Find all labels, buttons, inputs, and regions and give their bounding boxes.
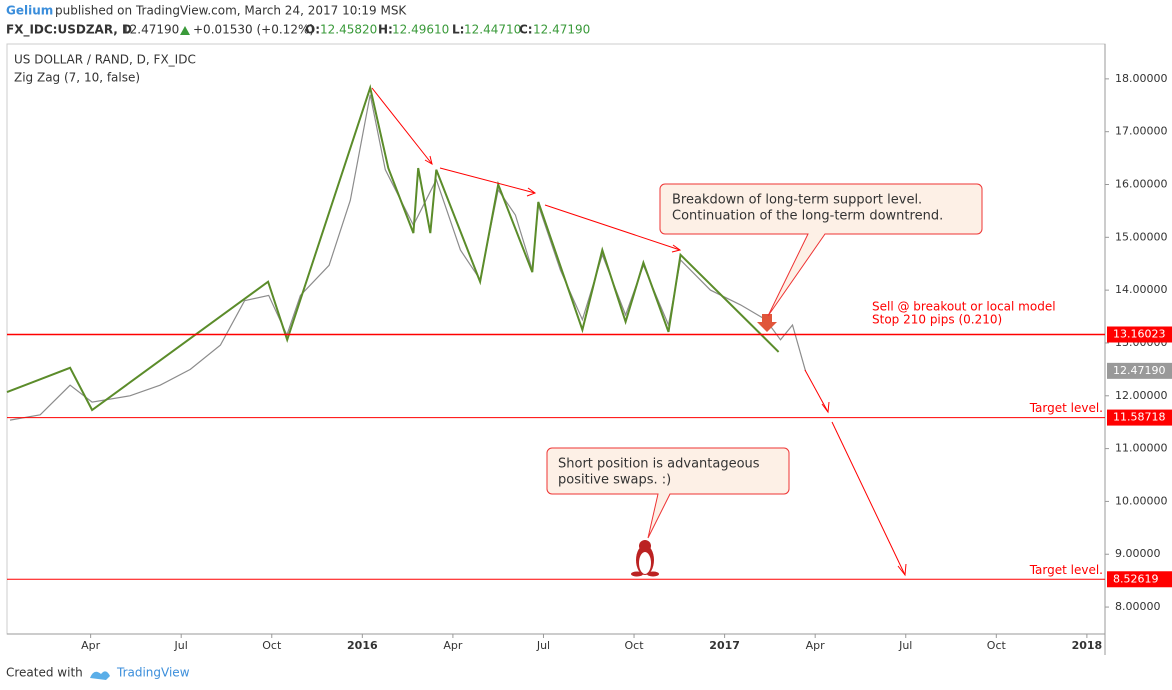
- y-tick-label: 18.00000: [1115, 72, 1168, 85]
- callout-box: [659, 183, 983, 317]
- y-tick-label: 10.00000: [1115, 494, 1168, 507]
- level-tag: [1107, 409, 1172, 426]
- y-tick-label: 16.00000: [1115, 178, 1168, 191]
- level-note: Target level.: [1029, 401, 1103, 415]
- brand[interactable]: TradingView: [116, 666, 190, 680]
- x-tick-label: Apr: [81, 639, 101, 652]
- level-note: Target level.: [1029, 563, 1103, 577]
- level-label: 8.52619: [1113, 572, 1159, 585]
- y-tick-label: 17.00000: [1115, 125, 1168, 138]
- x-tick-label: Oct: [987, 639, 1007, 652]
- x-tick-label: Jul: [174, 639, 188, 652]
- y-tick-label: 14.00000: [1115, 283, 1168, 296]
- change: +0.01530 (+0.12%): [193, 23, 314, 37]
- created-with: Created with: [6, 666, 83, 680]
- y-tick-label: 15.00000: [1115, 230, 1168, 243]
- callout-text: Continuation of the long-term downtrend.: [672, 209, 943, 224]
- sell-note: Sell @ breakout or local model: [872, 300, 1056, 314]
- tv-logo[interactable]: [90, 671, 110, 680]
- last-price-label: 12.47190: [1113, 364, 1166, 377]
- x-tick-label: Apr: [443, 639, 463, 652]
- open-label: O:: [305, 23, 320, 37]
- y-tick-label: 11.00000: [1115, 442, 1168, 455]
- symbol: FX_IDC:USDZAR, D: [6, 23, 132, 38]
- callout-text: Short position is advantageous: [558, 457, 760, 472]
- zigzag-line: [6, 84, 780, 412]
- x-tick-label: Jul: [536, 639, 550, 652]
- penguin-icon: [631, 540, 659, 577]
- high: 12.49610: [392, 23, 449, 37]
- trend-arrows: [371, 87, 907, 577]
- x-tick-label: Apr: [806, 639, 826, 652]
- x-tick-label: 2018: [1072, 639, 1103, 652]
- x-tick-label: Jul: [898, 639, 912, 652]
- published: published on TradingView.com, March 24, …: [55, 4, 407, 18]
- author[interactable]: Gelium: [6, 4, 53, 18]
- chart-subtitle: Zig Zag (7, 10, false): [14, 71, 140, 85]
- level-label: 11.58718: [1113, 411, 1166, 424]
- last: 12.47190: [122, 23, 179, 37]
- y-tick-label: 12.00000: [1115, 389, 1168, 402]
- x-tick-label: 2016: [347, 639, 378, 652]
- level-tag: [1107, 326, 1172, 343]
- low-label: L:: [452, 23, 464, 37]
- up-arrow: [180, 26, 190, 35]
- high-label: H:: [378, 23, 393, 37]
- y-tick-label: 8.00000: [1115, 600, 1161, 613]
- x-tick-label: Oct: [262, 639, 282, 652]
- level-label: 13.16023: [1113, 327, 1166, 340]
- x-tick-label: 2017: [709, 639, 740, 652]
- callout-box: [546, 447, 790, 539]
- close-label: C:: [519, 23, 533, 37]
- level-tag: [1107, 571, 1172, 588]
- close: 12.47190: [533, 23, 590, 37]
- callout-text: Breakdown of long-term support level.: [672, 193, 922, 208]
- low: 12.44710: [464, 23, 521, 37]
- sell-marker: [757, 314, 777, 332]
- chart-title: US DOLLAR / RAND, D, FX_IDC: [14, 53, 196, 67]
- y-tick-label: 9.00000: [1115, 547, 1161, 560]
- x-tick-label: Oct: [625, 639, 645, 652]
- open: 12.45820: [320, 23, 377, 37]
- callout-text: positive swaps. :): [558, 473, 671, 488]
- stop-note: Stop 210 pips (0.210): [872, 313, 1002, 327]
- last-price-tag: [1107, 362, 1172, 379]
